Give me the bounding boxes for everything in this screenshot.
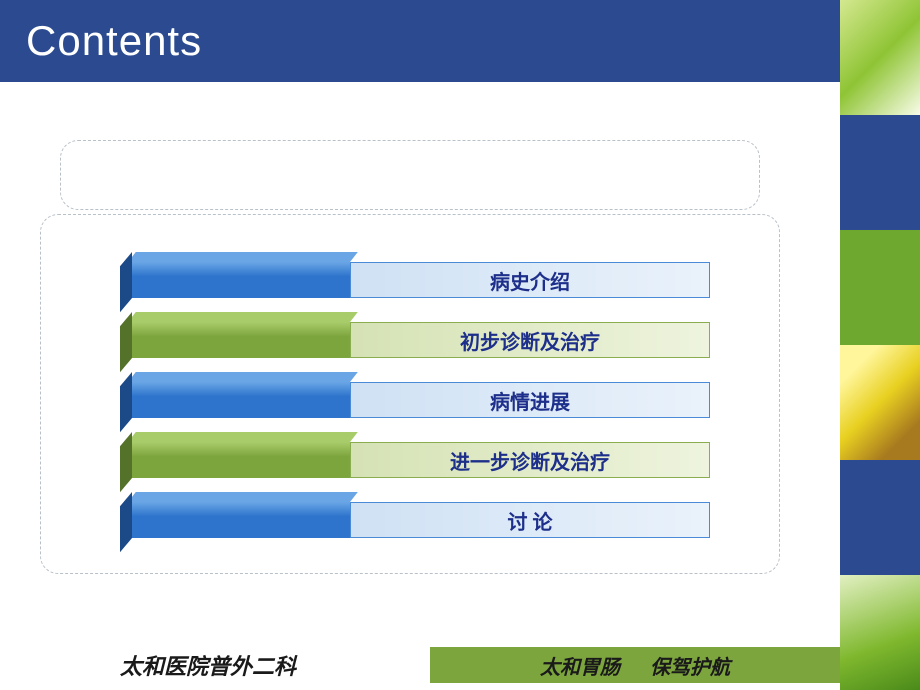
contents-item: 讨 论 bbox=[120, 492, 710, 538]
contents-list: 病史介绍初步诊断及治疗病情进展进一步诊断及治疗讨 论 bbox=[120, 252, 710, 552]
sidebar-block-6 bbox=[840, 575, 920, 690]
item-3d-block bbox=[120, 252, 350, 298]
contents-item: 病情进展 bbox=[120, 372, 710, 418]
sidebar-block-4 bbox=[840, 345, 920, 460]
sidebar-block-2 bbox=[840, 115, 920, 230]
contents-item: 病史介绍 bbox=[120, 252, 710, 298]
slide-title: Contents bbox=[26, 17, 202, 65]
item-label: 进一步诊断及治疗 bbox=[350, 442, 710, 478]
slide-header: Contents bbox=[0, 0, 840, 82]
item-3d-block bbox=[120, 372, 350, 418]
item-3d-block bbox=[120, 312, 350, 358]
footer-right-text-1: 太和胃肠 bbox=[540, 651, 620, 680]
slide-footer: 太和医院普外二科 太和胃肠 保驾护航 bbox=[0, 640, 840, 690]
item-label: 初步诊断及治疗 bbox=[350, 322, 710, 358]
footer-right-banner: 太和胃肠 保驾护航 bbox=[430, 647, 840, 683]
content-box-top bbox=[60, 140, 760, 210]
item-label: 病史介绍 bbox=[350, 262, 710, 298]
item-label: 讨 论 bbox=[350, 502, 710, 538]
footer-left-text: 太和医院普外二科 bbox=[0, 649, 430, 681]
contents-item: 进一步诊断及治疗 bbox=[120, 432, 710, 478]
item-3d-block bbox=[120, 432, 350, 478]
item-label: 病情进展 bbox=[350, 382, 710, 418]
contents-item: 初步诊断及治疗 bbox=[120, 312, 710, 358]
footer-right-text-2: 保驾护航 bbox=[650, 651, 730, 680]
sidebar-block-1 bbox=[840, 0, 920, 115]
item-3d-block bbox=[120, 492, 350, 538]
sidebar-block-3 bbox=[840, 230, 920, 345]
sidebar-block-5 bbox=[840, 460, 920, 575]
right-sidebar bbox=[840, 0, 920, 690]
